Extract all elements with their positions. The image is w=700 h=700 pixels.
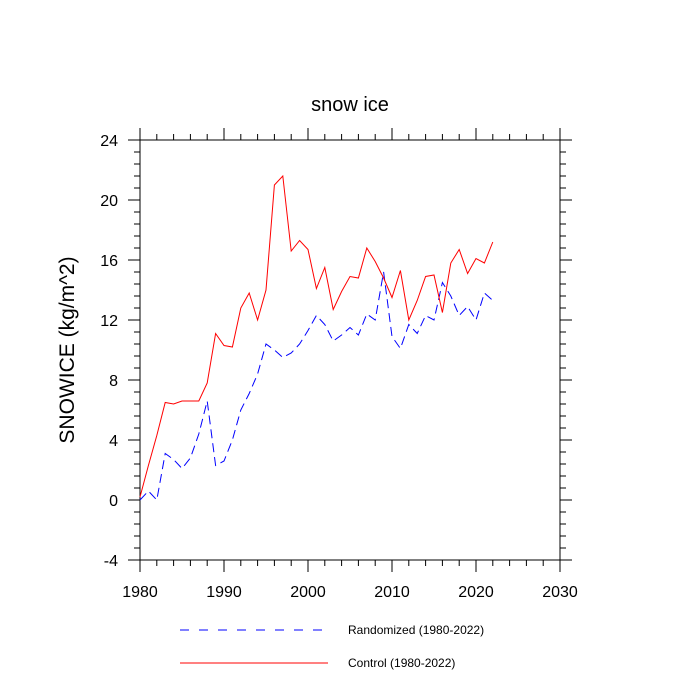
- legend-control-label: Control (1980-2022): [348, 656, 455, 670]
- x-tick-label: 2020: [458, 584, 494, 601]
- axis-ticks: [128, 128, 572, 572]
- x-tick-label: 1980: [122, 584, 158, 601]
- y-tick-label: -4: [104, 553, 118, 570]
- legend-randomized-label: Randomized (1980-2022): [348, 623, 484, 637]
- y-tick-label: 20: [100, 193, 118, 210]
- x-tick-label: 2010: [374, 584, 410, 601]
- y-tick-label: 0: [109, 493, 118, 510]
- x-tick-labels: 1980 1990 2000 2010 2020 2030: [122, 584, 578, 601]
- y-tick-label: 4: [109, 433, 118, 450]
- y-tick-label: 16: [100, 253, 118, 270]
- series-randomized-line: [139, 271, 494, 502]
- series-layer: [139, 174, 494, 502]
- x-tick-label: 2030: [542, 584, 578, 601]
- chart-title: snow ice: [311, 94, 389, 116]
- x-tick-label: 1990: [206, 584, 242, 601]
- y-tick-label: 8: [109, 373, 118, 390]
- plot-frame: [139, 139, 561, 561]
- y-tick-label: 24: [100, 133, 118, 150]
- series-control-line: [139, 174, 494, 498]
- y-tick-labels: -4 0 4 8 12 16 20 24: [100, 133, 118, 570]
- y-axis-label: SNOWICE (kg/m^2): [56, 256, 79, 443]
- y-tick-label: 12: [100, 313, 118, 330]
- legend: Randomized (1980-2022) Control (1980-2022…: [180, 623, 484, 670]
- x-tick-label: 2000: [290, 584, 326, 601]
